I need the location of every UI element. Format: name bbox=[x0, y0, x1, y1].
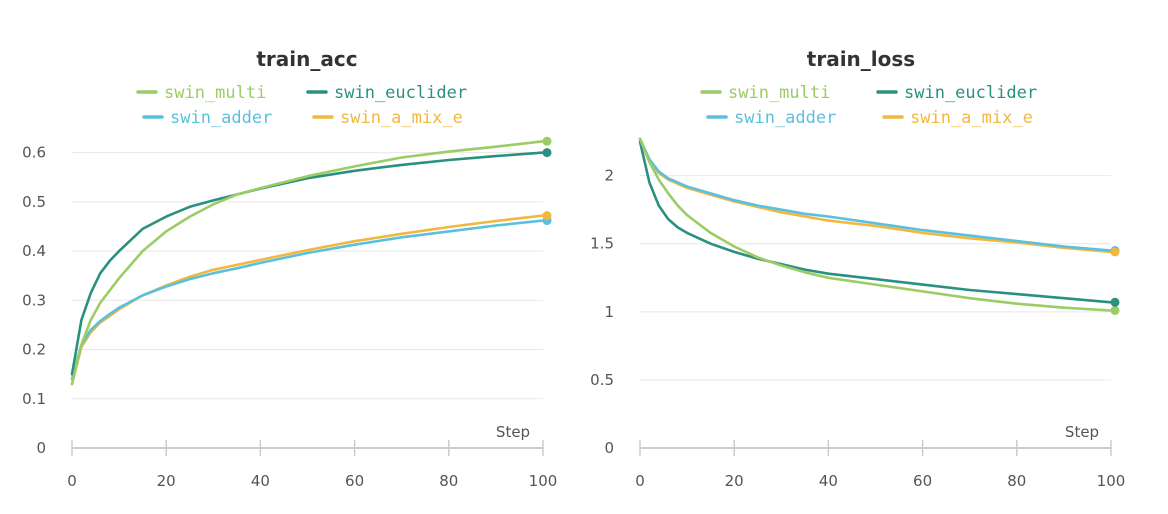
legend-label-swin-a-mix-e[interactable]: swin_a_mix_e bbox=[340, 108, 463, 128]
y-tick-label: 0 bbox=[36, 439, 46, 457]
x-tick-label: 20 bbox=[725, 472, 744, 490]
chart-title: train_acc bbox=[256, 47, 357, 71]
x-tick-label: 20 bbox=[157, 472, 176, 490]
series-line-swin-a-mix-e[interactable] bbox=[70, 214, 545, 386]
series-line-swin-euclider[interactable] bbox=[70, 151, 545, 376]
train-loss-chart: train_loss swin_multi swin_euclider swin_ad… bbox=[590, 47, 1125, 490]
legend-label-swin-euclider[interactable]: swin_euclider bbox=[334, 83, 467, 103]
legend-label-swin-multi[interactable]: swin_multi bbox=[728, 83, 830, 103]
x-axis-label: Step bbox=[496, 423, 530, 441]
x-tick-label: 40 bbox=[251, 472, 270, 490]
legend-label-swin-euclider[interactable]: swin_euclider bbox=[904, 83, 1037, 103]
x-tick-label: 60 bbox=[345, 472, 364, 490]
legend-label-swin-multi[interactable]: swin_multi bbox=[164, 83, 266, 103]
series-line-swin-multi[interactable] bbox=[70, 140, 545, 386]
end-point-marker-swin-a-mix-e[interactable] bbox=[1110, 247, 1120, 257]
y-tick-label: 1 bbox=[604, 303, 614, 321]
x-tick-label: 40 bbox=[819, 472, 838, 490]
legend-label-swin-adder[interactable]: swin_adder bbox=[170, 108, 272, 128]
series-line-swin-a-mix-e[interactable] bbox=[638, 137, 1113, 254]
legend-label-swin-adder[interactable]: swin_adder bbox=[734, 108, 836, 128]
x-tick-label: 100 bbox=[529, 472, 558, 490]
legend-label-swin-a-mix-e[interactable]: swin_a_mix_e bbox=[910, 108, 1033, 128]
y-tick-label: 0.5 bbox=[590, 371, 614, 389]
end-point-marker-swin-a-mix-e[interactable] bbox=[542, 211, 552, 221]
series-line-swin-adder[interactable] bbox=[638, 137, 1113, 252]
y-tick-label: 0.1 bbox=[22, 390, 46, 408]
y-tick-label: 0.5 bbox=[22, 193, 46, 211]
train-acc-chart: train_acc swin_multi swin_euclider swin_add… bbox=[22, 47, 557, 490]
y-tick-label: 1.5 bbox=[590, 235, 614, 253]
x-tick-label: 80 bbox=[1007, 472, 1026, 490]
y-tick-label: 2 bbox=[604, 167, 614, 185]
y-tick-label: 0.4 bbox=[22, 242, 46, 260]
chart-title: train_loss bbox=[807, 47, 915, 71]
x-tick-label: 80 bbox=[439, 472, 458, 490]
series-line-swin-adder[interactable] bbox=[70, 219, 545, 381]
end-point-marker-swin-multi[interactable] bbox=[1110, 305, 1120, 315]
end-point-marker-swin-multi[interactable] bbox=[542, 136, 552, 146]
y-tick-label: 0 bbox=[604, 439, 614, 457]
x-tick-label: 60 bbox=[913, 472, 932, 490]
x-tick-label: 0 bbox=[67, 472, 77, 490]
x-axis-label: Step bbox=[1065, 423, 1099, 441]
series-line-swin-euclider[interactable] bbox=[638, 140, 1113, 304]
x-tick-label: 0 bbox=[635, 472, 645, 490]
y-tick-label: 0.6 bbox=[22, 144, 46, 162]
y-tick-label: 0.3 bbox=[22, 291, 46, 309]
series-line-swin-multi[interactable] bbox=[638, 137, 1113, 312]
y-tick-label: 0.2 bbox=[22, 341, 46, 359]
end-point-marker-swin-euclider[interactable] bbox=[1110, 297, 1120, 307]
end-point-marker-swin-euclider[interactable] bbox=[542, 148, 552, 158]
x-tick-label: 100 bbox=[1097, 472, 1126, 490]
